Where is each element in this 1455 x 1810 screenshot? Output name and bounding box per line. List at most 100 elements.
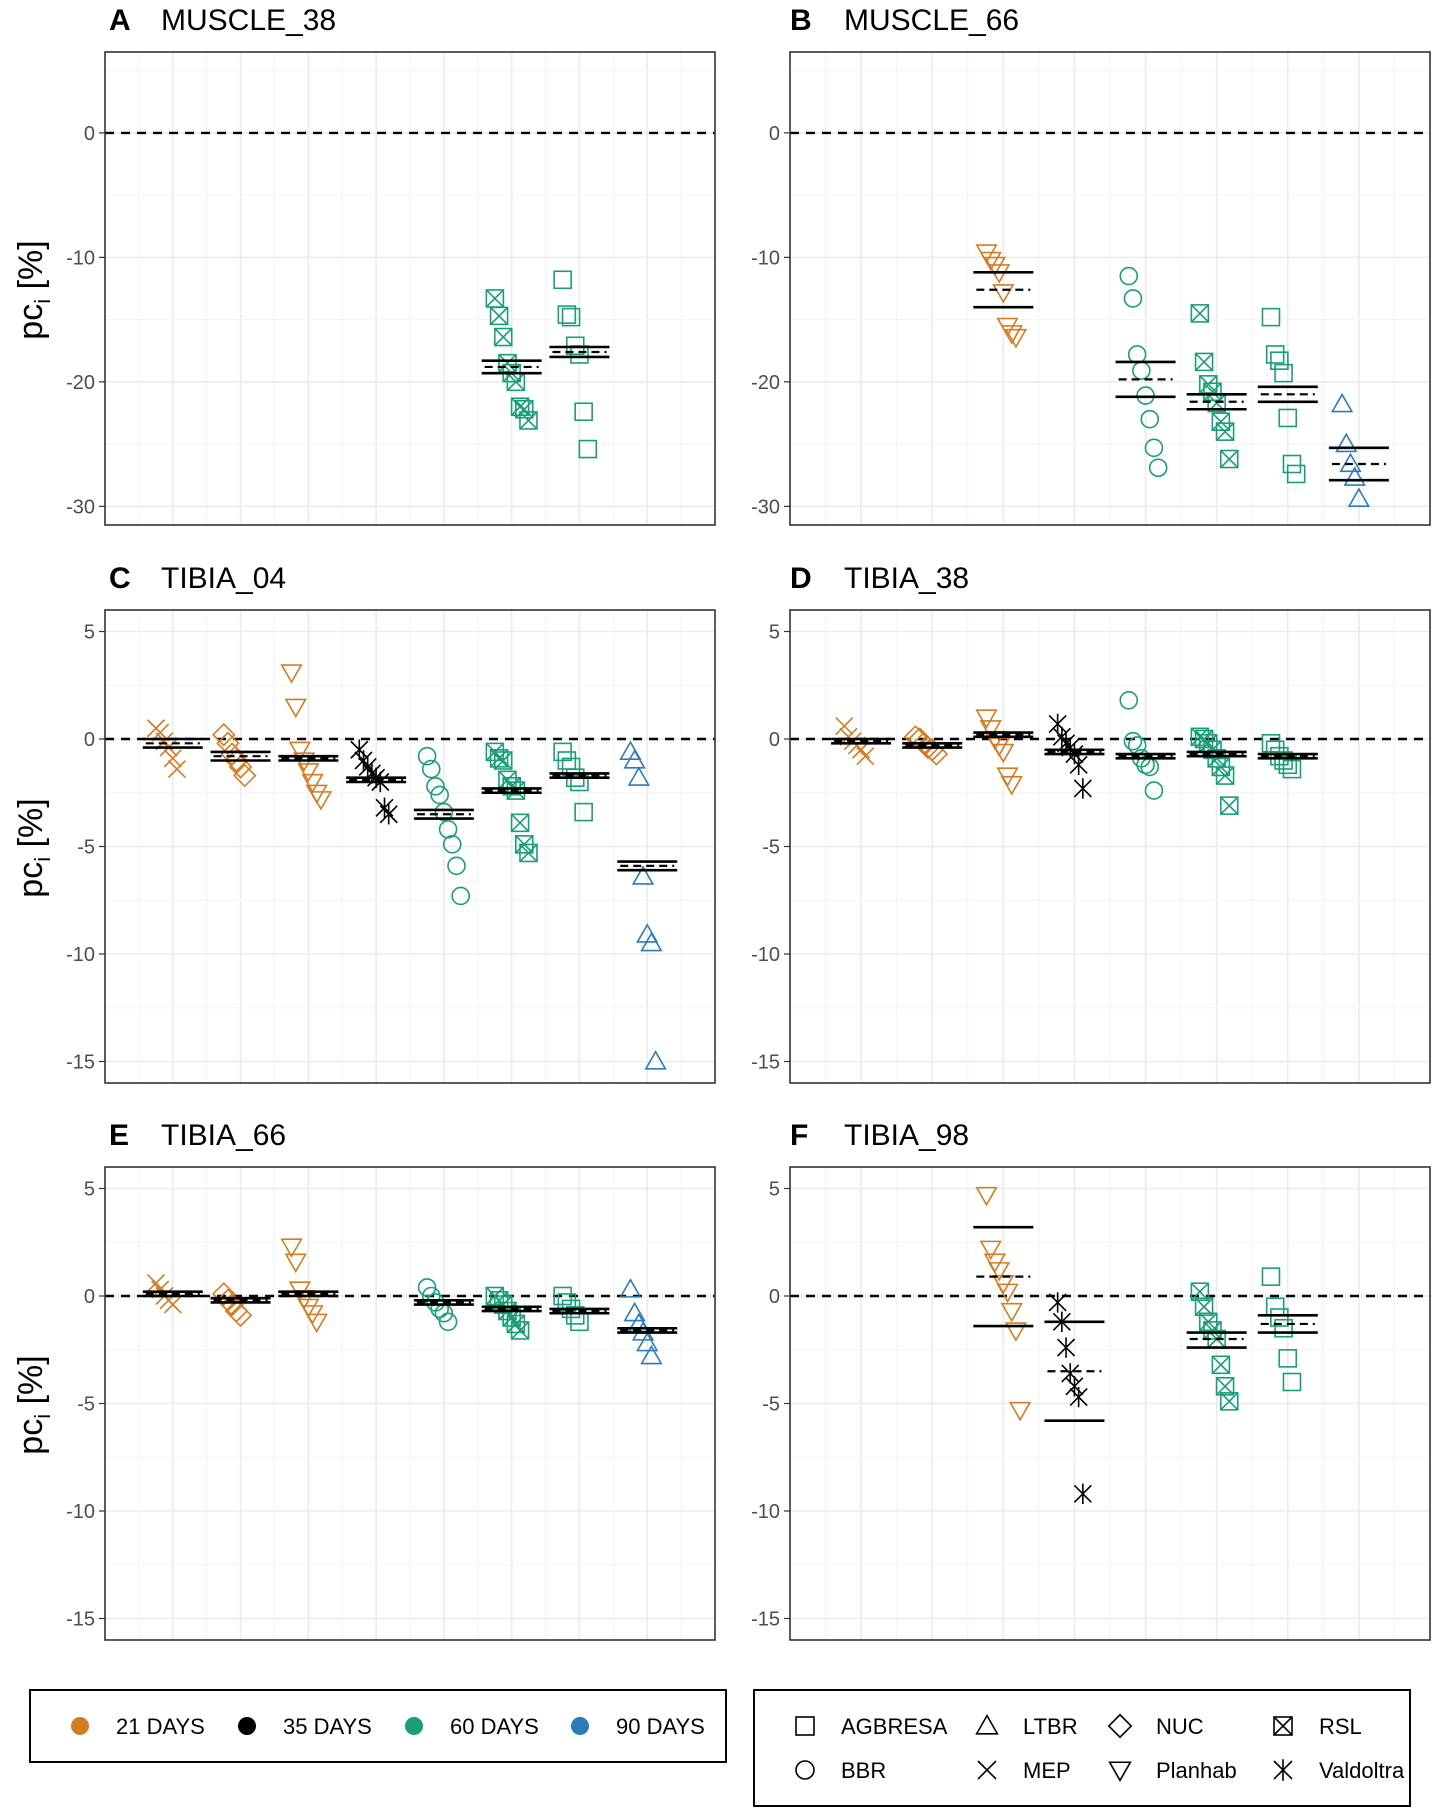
data-point (417, 746, 437, 766)
data-point (1270, 351, 1289, 370)
legend-shape-square (795, 1716, 815, 1736)
y-tick-label: -30 (751, 496, 780, 518)
group-bbr (1115, 266, 1176, 478)
data-point (1261, 1267, 1281, 1286)
group-mep (831, 717, 892, 766)
data-point (623, 749, 646, 769)
panel-b: B MUSCLE_66 (790, 4, 1019, 37)
data-point (1140, 409, 1160, 429)
legend-duration-item: 90 DAYS (571, 1714, 705, 1739)
y-tick-label: -10 (751, 944, 780, 966)
legend-shape-asterisk (1273, 1759, 1293, 1781)
data-point (1144, 438, 1164, 458)
data-point (1215, 1377, 1235, 1396)
data-point (992, 284, 1015, 304)
y-axis-label-row-2: pci [%] (12, 798, 55, 897)
data-point (992, 743, 1015, 764)
legend-duration-item: 60 DAYS (405, 1714, 539, 1739)
group-agbresa (1257, 307, 1318, 484)
group-ltbr (1328, 392, 1389, 507)
legend-label: MEP (1023, 1758, 1071, 1783)
data-point (309, 791, 333, 811)
panel-title: MUSCLE_38 (161, 4, 336, 37)
group-agbresa (549, 270, 610, 459)
y-tick-label: -20 (66, 372, 95, 394)
data-point (163, 1295, 182, 1314)
data-point (297, 763, 320, 783)
legend-label: 60 DAYS (450, 1714, 539, 1739)
data-point (301, 773, 324, 794)
legend-label: AGBRESA (841, 1714, 948, 1739)
legend-study-item: NUC (1107, 1713, 1204, 1739)
group-planhab (973, 709, 1034, 796)
data-point (442, 835, 462, 854)
y-tick-label: -5 (762, 1394, 780, 1416)
y-tick-label: -15 (751, 1052, 780, 1074)
legend-study-item: RSL (1273, 1714, 1362, 1739)
data-point (578, 439, 598, 459)
group-agbresa (549, 742, 610, 822)
data-point (636, 1331, 659, 1352)
group-planhab (973, 244, 1034, 349)
data-point (232, 763, 257, 788)
data-point (514, 399, 534, 419)
ylabel-main: pc (12, 304, 50, 340)
panel-letter: B (790, 4, 812, 37)
legend-study-item: Planhab (1108, 1758, 1237, 1783)
group-agbresa (549, 1286, 610, 1332)
panel-c: C TIBIA_04 (109, 562, 286, 595)
legend-study-item: LTBR (975, 1714, 1078, 1739)
data-point (574, 402, 593, 422)
legend-shape-diamond (1107, 1713, 1133, 1739)
legend-shape-x (977, 1760, 997, 1780)
data-point (1123, 289, 1143, 308)
panel-title: MUSCLE_66 (844, 4, 1019, 37)
legend-study-item: AGBRESA (795, 1714, 948, 1739)
panel-letter: E (109, 1119, 129, 1152)
y-tick-label: -5 (762, 837, 780, 859)
panel-letter: F (790, 1119, 808, 1152)
ylabel-unit: [%] (12, 798, 50, 857)
data-point (1219, 1392, 1239, 1411)
group-valdoltra (1044, 1292, 1105, 1504)
group-planhab (278, 664, 339, 811)
data-point (1282, 454, 1302, 474)
legend-label: NUC (1156, 1714, 1204, 1739)
group-valdoltra (346, 739, 407, 825)
group-rsl (1186, 727, 1247, 815)
y-tick-label: -30 (66, 496, 95, 518)
group-rsl (1186, 304, 1247, 469)
group-rsl (481, 742, 542, 863)
y-tick-label: -15 (66, 1052, 95, 1074)
data-point (510, 1321, 530, 1340)
panel-title: TIBIA_98 (844, 1119, 969, 1152)
data-point (975, 709, 998, 729)
group-bbr (413, 746, 474, 906)
y-tick-label: 5 (84, 622, 95, 644)
data-point (1278, 408, 1298, 428)
group-nuc (902, 725, 963, 766)
data-point (216, 731, 240, 756)
data-point (447, 856, 466, 876)
data-point (1000, 776, 1023, 796)
data-point (987, 1262, 1011, 1282)
y-tick-label: 0 (84, 123, 95, 145)
data-point (1339, 452, 1362, 473)
data-point (975, 1186, 998, 1207)
y-tick-label: 0 (84, 1286, 95, 1308)
data-point (631, 865, 655, 885)
plot-area-c: 5 0 -5 -10 -15 (66, 609, 716, 1084)
legend-label: RSL (1319, 1714, 1362, 1739)
data-point (1194, 352, 1214, 372)
data-point (574, 802, 593, 822)
data-point (430, 785, 449, 805)
plot-area-a: 0 -10 -20 -30 (66, 51, 716, 526)
data-point (1069, 1386, 1088, 1408)
legend-label: 21 DAYS (116, 1714, 205, 1739)
data-point (856, 747, 875, 766)
legend-study-box (753, 1689, 1411, 1807)
data-point (220, 1292, 244, 1317)
group-rsl (481, 1286, 542, 1340)
data-point (640, 931, 663, 952)
data-point (553, 270, 572, 290)
